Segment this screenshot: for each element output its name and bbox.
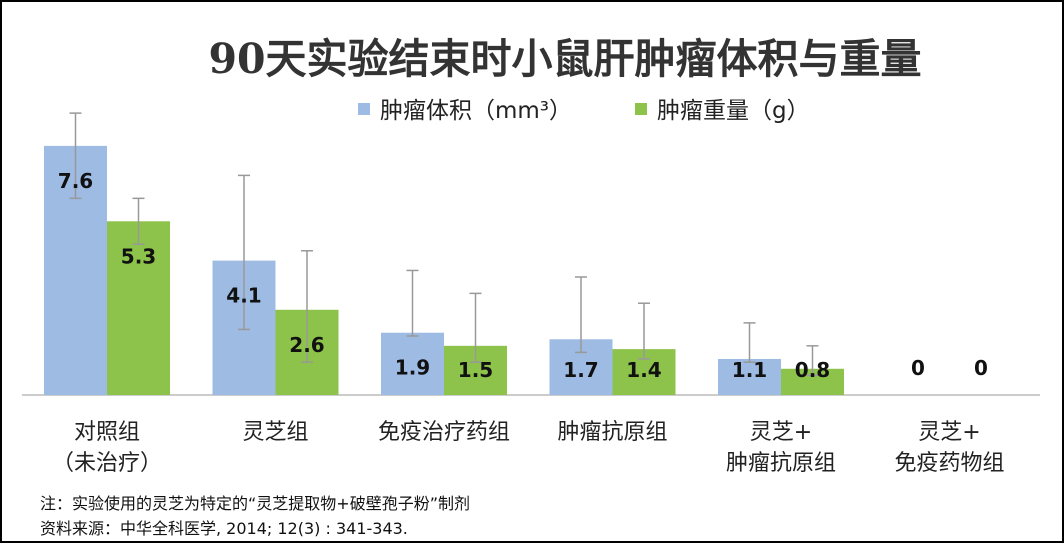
footnote-note: 注：实验使用的灵芝为特定的“灵芝提取物+破壁孢子粉”制剂 (40, 494, 470, 513)
legend-label-1: 肿瘤体积（mm³） (380, 98, 572, 124)
category-label-3: 免疫治疗药组 (378, 420, 510, 445)
value-label-1-3: 1.9 (395, 356, 430, 380)
value-label-2-3: 1.5 (458, 358, 493, 382)
value-label-1-6: 0 (911, 356, 925, 380)
bar-volume-5 (718, 358, 781, 395)
error-bars-group (69, 112, 819, 377)
value-label-2-5: 0.8 (795, 358, 830, 382)
bar-weight-1 (107, 221, 170, 395)
value-label-2-1: 5.3 (121, 244, 156, 268)
category-label-2: 灵芝组 (242, 420, 308, 445)
value-label-1-4: 1.7 (563, 358, 598, 382)
category-label-5: 灵芝+ (750, 420, 812, 445)
value-label-2-6: 0 (974, 356, 988, 380)
footnote-source: 资料来源：中华全科医学, 2014; 12(3) : 341-343. (40, 519, 408, 538)
bars-group (44, 145, 844, 395)
value-label-1-1: 7.6 (58, 169, 93, 193)
category-label-1-line2: （未治疗） (52, 451, 162, 476)
legend: 肿瘤体积（mm³） 肿瘤重量（g） (358, 98, 810, 124)
bar-volume-3 (381, 332, 444, 395)
legend-swatch-2 (635, 103, 647, 115)
value-label-2-4: 1.4 (626, 358, 661, 382)
chart-title: 90天实验结束时小鼠肝肿瘤体积与重量 (208, 35, 921, 83)
value-label-2-2: 2.6 (289, 333, 324, 357)
category-label-1: 对照组 (74, 420, 140, 445)
category-label-5-line2: 肿瘤抗原组 (726, 451, 836, 476)
category-label-6-line2: 免疫药物组 (894, 451, 1004, 476)
legend-swatch-1 (358, 103, 370, 115)
legend-label-2: 肿瘤重量（g） (657, 98, 810, 124)
value-label-1-2: 4.1 (226, 284, 261, 308)
value-label-1-5: 1.1 (732, 358, 767, 382)
category-label-6: 灵芝+ (918, 420, 980, 445)
value-labels-group: 7.6 5.3 4.1 2.6 1.9 1.5 1.7 1.4 1.1 0.8 0 0 (58, 169, 988, 382)
category-label-4: 肿瘤抗原组 (557, 420, 667, 445)
